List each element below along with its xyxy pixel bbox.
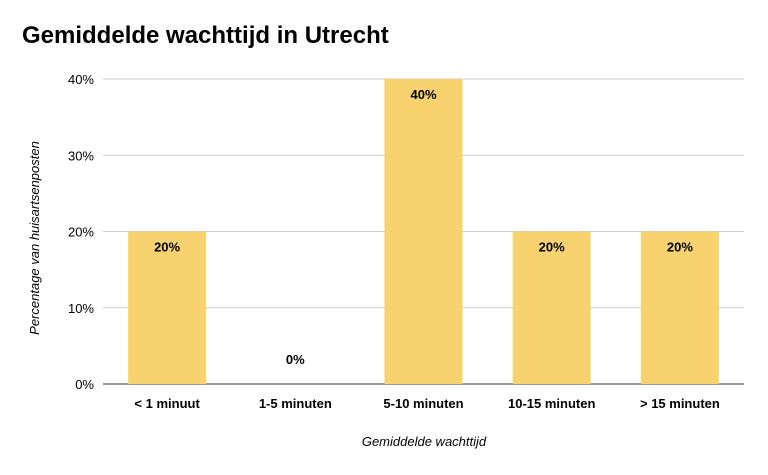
- y-tick-label: 40%: [68, 72, 94, 87]
- data-label: 0%: [286, 352, 305, 367]
- y-tick-labels: 0% 10% 20% 30% 40%: [68, 72, 94, 392]
- bar: [512, 231, 591, 384]
- x-tick-label: > 15 minuten: [640, 396, 720, 411]
- bar: [384, 79, 463, 384]
- y-axis-title: Percentage van huisartsenposten: [27, 141, 42, 335]
- data-label: 20%: [154, 240, 180, 255]
- y-tick-label: 0%: [75, 377, 94, 392]
- x-tick-label: 10-15 minuten: [508, 396, 595, 411]
- x-tick-label: 5-10 minuten: [383, 396, 463, 411]
- data-label: 20%: [667, 240, 693, 255]
- x-tick-labels: < 1 minuut 1-5 minuten 5-10 minuten 10-15 m…: [134, 396, 719, 411]
- data-labels: 20% 0% 40% 20% 20%: [154, 87, 693, 367]
- data-label: 20%: [539, 240, 565, 255]
- data-label: 40%: [410, 87, 436, 102]
- y-tick-label: 20%: [68, 225, 94, 240]
- bars: [128, 79, 719, 384]
- x-axis-title: Gemiddelde wachttijd: [362, 434, 487, 449]
- x-tick-label: < 1 minuut: [134, 396, 200, 411]
- bar: [640, 231, 719, 384]
- x-tick-label: 1-5 minuten: [259, 396, 332, 411]
- chart-title: Gemiddelde wachttijd in Utrecht: [22, 22, 389, 49]
- y-tick-label: 10%: [68, 301, 94, 316]
- bar: [128, 231, 207, 384]
- y-tick-label: 30%: [68, 148, 94, 163]
